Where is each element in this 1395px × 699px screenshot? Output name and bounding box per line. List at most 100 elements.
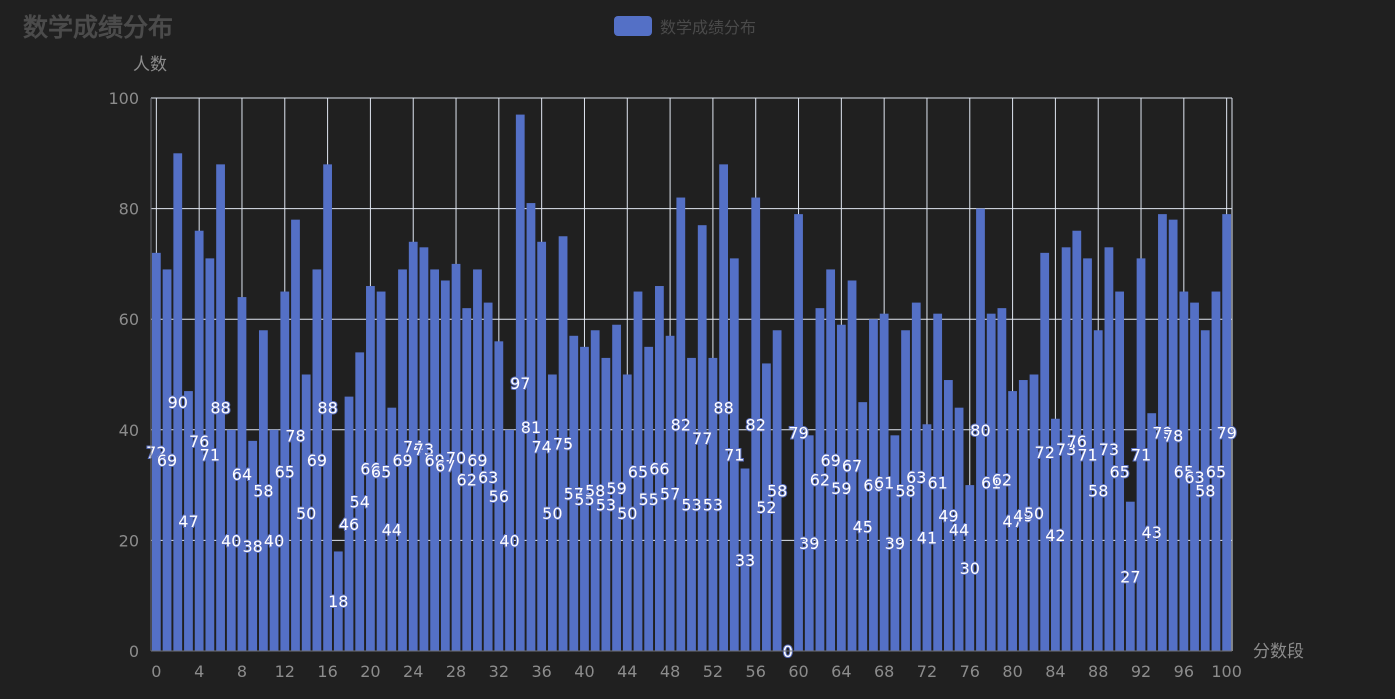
bar[interactable] xyxy=(1040,252,1050,651)
bar[interactable] xyxy=(954,407,964,651)
bar[interactable] xyxy=(184,391,193,651)
bar[interactable] xyxy=(697,225,707,651)
bar[interactable] xyxy=(558,236,568,651)
bar[interactable] xyxy=(665,335,675,651)
bar[interactable] xyxy=(280,291,290,651)
bar[interactable] xyxy=(1168,219,1178,651)
bar[interactable] xyxy=(366,286,375,651)
bar[interactable] xyxy=(1147,413,1157,651)
bar[interactable] xyxy=(879,313,889,651)
bar[interactable] xyxy=(226,429,236,651)
bar[interactable] xyxy=(440,280,450,651)
bar[interactable] xyxy=(323,164,332,652)
bar[interactable] xyxy=(483,302,493,651)
bar[interactable] xyxy=(205,258,215,651)
bar[interactable] xyxy=(151,252,161,651)
bar[interactable] xyxy=(1136,258,1146,651)
bar[interactable] xyxy=(804,435,814,651)
bar[interactable] xyxy=(333,551,343,651)
bar[interactable] xyxy=(676,197,686,652)
bar[interactable] xyxy=(644,346,654,651)
bar[interactable] xyxy=(173,153,183,652)
bar[interactable] xyxy=(537,241,547,651)
bar[interactable] xyxy=(1018,380,1028,651)
bar[interactable] xyxy=(237,297,247,651)
bar[interactable] xyxy=(847,280,857,651)
bar[interactable] xyxy=(248,440,258,651)
bar[interactable] xyxy=(986,313,996,651)
bar[interactable] xyxy=(1211,291,1221,651)
legend-item[interactable]: 数学成绩分布 xyxy=(614,14,756,38)
bar[interactable] xyxy=(633,291,643,651)
bar[interactable] xyxy=(376,291,386,651)
bar[interactable] xyxy=(505,429,514,651)
bar[interactable] xyxy=(1200,330,1210,651)
bar[interactable] xyxy=(580,346,589,651)
bar[interactable] xyxy=(858,402,868,651)
bar[interactable] xyxy=(387,407,397,651)
bar[interactable] xyxy=(258,330,268,651)
bar[interactable] xyxy=(451,263,461,651)
bar[interactable] xyxy=(762,363,771,651)
bar[interactable] xyxy=(826,269,836,651)
bar[interactable] xyxy=(473,269,482,651)
bar[interactable] xyxy=(569,335,579,651)
bar[interactable] xyxy=(1093,330,1103,651)
bar[interactable] xyxy=(794,214,803,651)
bar[interactable] xyxy=(547,374,557,652)
bar[interactable] xyxy=(601,357,611,651)
bar[interactable] xyxy=(687,357,696,651)
bar[interactable] xyxy=(751,197,761,652)
bar[interactable] xyxy=(772,330,782,651)
bar[interactable] xyxy=(216,164,225,652)
bar[interactable] xyxy=(194,230,204,651)
bar[interactable] xyxy=(301,374,311,652)
bar[interactable] xyxy=(836,324,846,651)
bar[interactable] xyxy=(922,424,932,651)
bar[interactable] xyxy=(729,258,739,651)
bar[interactable] xyxy=(965,485,975,651)
bar[interactable] xyxy=(1190,302,1199,651)
bar[interactable] xyxy=(494,341,504,651)
bar[interactable] xyxy=(1179,291,1189,651)
bar[interactable] xyxy=(1072,230,1082,651)
bar[interactable] xyxy=(890,435,900,651)
bar[interactable] xyxy=(526,203,536,651)
bar[interactable] xyxy=(419,247,429,651)
bar[interactable] xyxy=(291,219,300,651)
bar[interactable] xyxy=(590,330,600,651)
bar[interactable] xyxy=(1051,418,1060,651)
bar[interactable] xyxy=(408,241,418,651)
bar[interactable] xyxy=(708,357,718,651)
bar[interactable] xyxy=(612,324,621,651)
bar[interactable] xyxy=(430,269,440,651)
bar[interactable] xyxy=(622,374,632,652)
bar[interactable] xyxy=(1104,247,1114,651)
bar[interactable] xyxy=(976,208,985,651)
bar[interactable] xyxy=(162,269,172,651)
bar[interactable] xyxy=(355,352,365,651)
bar[interactable] xyxy=(462,308,472,651)
bar[interactable] xyxy=(943,380,953,651)
bar[interactable] xyxy=(815,308,825,651)
bar[interactable] xyxy=(515,114,525,652)
bar[interactable] xyxy=(1115,291,1125,651)
bar[interactable] xyxy=(1125,501,1135,651)
bar[interactable] xyxy=(1008,391,1017,651)
bar[interactable] xyxy=(911,302,921,651)
bar[interactable] xyxy=(719,164,728,652)
bar[interactable] xyxy=(1083,258,1092,651)
bar[interactable] xyxy=(312,269,322,651)
bar[interactable] xyxy=(655,286,664,651)
bar[interactable] xyxy=(1158,214,1167,651)
bar[interactable] xyxy=(740,468,750,651)
bar[interactable] xyxy=(1029,374,1039,652)
bar[interactable] xyxy=(901,330,910,651)
bar[interactable] xyxy=(933,313,943,651)
bar[interactable] xyxy=(269,429,279,651)
bar[interactable] xyxy=(1061,247,1071,651)
bar[interactable] xyxy=(997,308,1007,651)
bar[interactable] xyxy=(398,269,407,651)
bar[interactable] xyxy=(344,396,354,651)
bar[interactable] xyxy=(869,319,878,651)
